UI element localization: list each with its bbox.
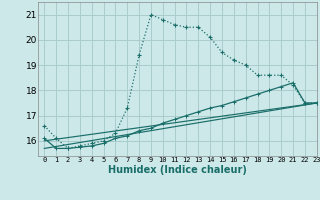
X-axis label: Humidex (Indice chaleur): Humidex (Indice chaleur): [108, 165, 247, 175]
